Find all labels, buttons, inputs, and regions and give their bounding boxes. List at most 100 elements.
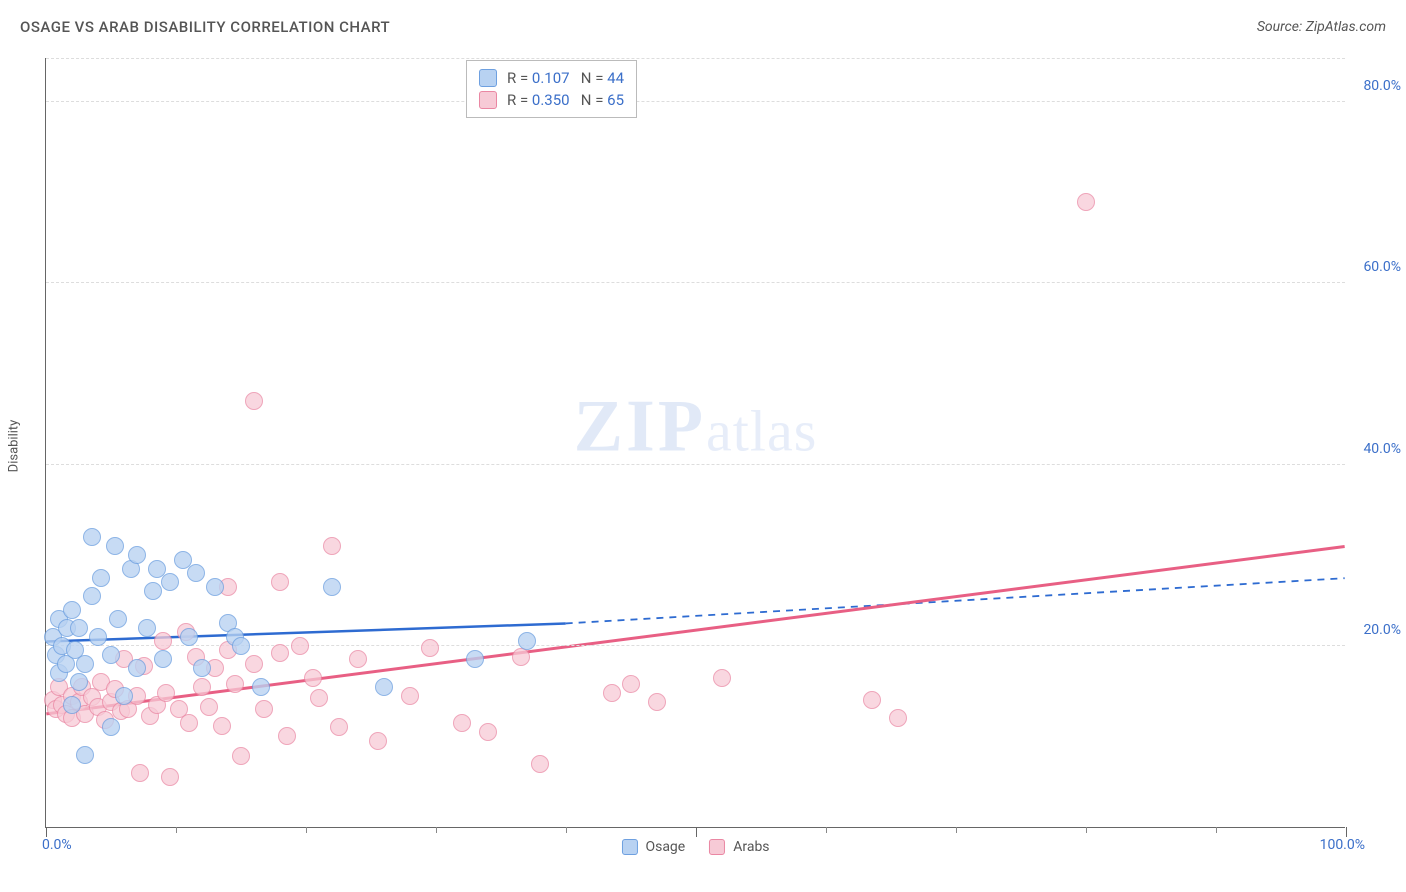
marker-osage	[206, 578, 224, 596]
marker-arabs	[271, 644, 289, 662]
stats-legend: R = 0.107 N = 44 R = 0.350 N = 65	[466, 60, 637, 118]
marker-osage	[76, 746, 94, 764]
stats-text: R = 0.350 N = 65	[507, 91, 624, 109]
marker-arabs	[304, 669, 322, 687]
marker-arabs	[255, 700, 273, 718]
watermark-zip: ZIP	[574, 386, 706, 468]
marker-arabs	[193, 678, 211, 696]
marker-osage	[187, 564, 205, 582]
marker-arabs	[330, 718, 348, 736]
marker-arabs	[226, 675, 244, 693]
marker-arabs	[889, 709, 907, 727]
marker-arabs	[401, 687, 419, 705]
gridline	[46, 58, 1345, 59]
marker-osage	[154, 650, 172, 668]
marker-arabs	[622, 675, 640, 693]
marker-osage	[63, 696, 81, 714]
y-tick-label: 20.0%	[1363, 622, 1401, 638]
legend-item-arabs: Arabs	[709, 839, 769, 855]
marker-arabs	[245, 392, 263, 410]
marker-arabs	[213, 717, 231, 735]
legend-label: Osage	[645, 839, 685, 855]
marker-arabs	[310, 689, 328, 707]
marker-osage	[128, 546, 146, 564]
x-tick-minor	[826, 827, 827, 833]
marker-osage	[83, 587, 101, 605]
x-tick-minor	[436, 827, 437, 833]
marker-osage	[70, 619, 88, 637]
gridline	[46, 464, 1345, 465]
y-axis-label: Disability	[7, 420, 22, 473]
y-tick-label: 80.0%	[1363, 78, 1401, 94]
x-tick-major	[1346, 827, 1347, 837]
x-tick-minor	[956, 827, 957, 833]
marker-arabs	[323, 537, 341, 555]
marker-arabs	[421, 639, 439, 657]
legend-swatch	[621, 839, 637, 855]
marker-osage	[518, 632, 536, 650]
x-tick-major	[46, 827, 47, 837]
marker-osage	[323, 578, 341, 596]
watermark-atlas: atlas	[706, 399, 817, 464]
gridline	[46, 282, 1345, 283]
x-tick-minor	[1216, 827, 1217, 833]
marker-osage	[138, 619, 156, 637]
marker-arabs	[453, 714, 471, 732]
marker-arabs	[271, 573, 289, 591]
series-legend: Osage Arabs	[621, 839, 769, 855]
marker-osage	[63, 601, 81, 619]
marker-arabs	[1077, 193, 1095, 211]
marker-arabs	[349, 650, 367, 668]
marker-osage	[375, 678, 393, 696]
marker-arabs	[512, 648, 530, 666]
marker-osage	[115, 687, 133, 705]
stats-row-arabs: R = 0.350 N = 65	[479, 89, 624, 111]
marker-arabs	[180, 714, 198, 732]
marker-osage	[83, 528, 101, 546]
legend-swatch	[709, 839, 725, 855]
chart-title: OSAGE VS ARAB DISABILITY CORRELATION CHA…	[20, 18, 390, 36]
marker-osage	[106, 537, 124, 555]
marker-osage	[109, 610, 127, 628]
marker-arabs	[603, 684, 621, 702]
marker-osage	[102, 646, 120, 664]
stats-text: R = 0.107 N = 44	[507, 69, 624, 87]
marker-osage	[161, 573, 179, 591]
regression-line	[566, 578, 1345, 623]
watermark: ZIPatlas	[574, 385, 818, 470]
marker-osage	[180, 628, 198, 646]
marker-arabs	[232, 747, 250, 765]
marker-arabs	[161, 768, 179, 786]
marker-arabs	[531, 755, 549, 773]
marker-arabs	[278, 727, 296, 745]
regression-lines	[46, 58, 1345, 827]
marker-arabs	[479, 723, 497, 741]
marker-osage	[128, 659, 146, 677]
marker-arabs	[863, 691, 881, 709]
marker-osage	[102, 718, 120, 736]
marker-osage	[144, 582, 162, 600]
source-label: Source: ZipAtlas.com	[1257, 19, 1386, 35]
marker-arabs	[200, 698, 218, 716]
marker-arabs	[154, 632, 172, 650]
x-tick-label-right: 100.0%	[1320, 837, 1365, 853]
x-tick-minor	[566, 827, 567, 833]
marker-osage	[76, 655, 94, 673]
marker-arabs	[648, 693, 666, 711]
legend-swatch	[479, 91, 497, 109]
marker-osage	[193, 659, 211, 677]
marker-arabs	[157, 684, 175, 702]
legend-item-osage: Osage	[621, 839, 685, 855]
marker-osage	[466, 650, 484, 668]
gridline	[46, 101, 1345, 102]
stats-row-osage: R = 0.107 N = 44	[479, 67, 624, 89]
marker-osage	[92, 569, 110, 587]
marker-osage	[232, 637, 250, 655]
legend-swatch	[479, 69, 497, 87]
marker-osage	[252, 678, 270, 696]
marker-arabs	[131, 764, 149, 782]
x-tick-major	[696, 827, 697, 837]
y-tick-label: 40.0%	[1363, 441, 1401, 457]
marker-osage	[70, 673, 88, 691]
legend-label: Arabs	[733, 839, 769, 855]
